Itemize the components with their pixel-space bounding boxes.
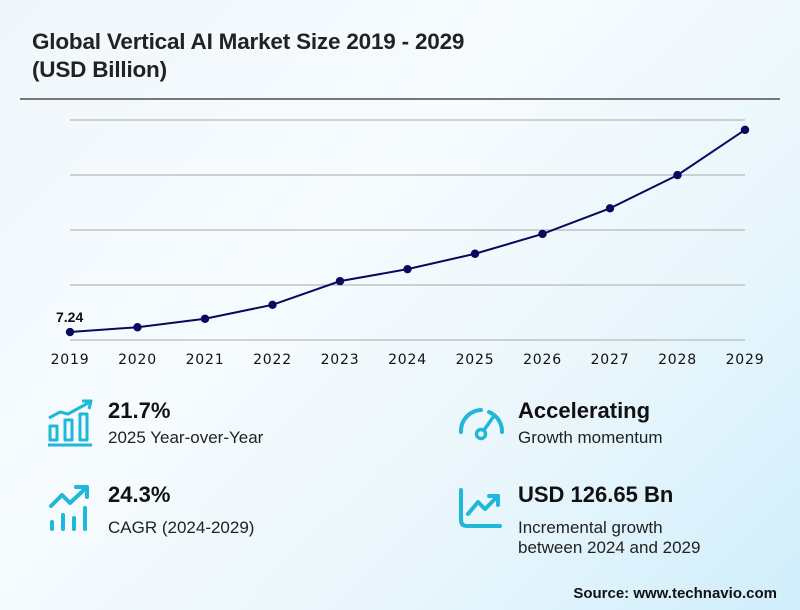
data-point [268, 300, 277, 309]
chart-title: Global Vertical AI Market Size 2019 - 20… [32, 28, 464, 84]
gridlines [70, 119, 745, 341]
x-tick-label: 2020 [118, 352, 157, 368]
line-chart-up-icon [459, 488, 502, 528]
bar-chart-growth-icon [48, 399, 93, 447]
stat-value: 24.3% [108, 482, 171, 507]
data-point [673, 170, 682, 180]
data-point [538, 229, 547, 239]
x-tick-label: 2021 [186, 352, 225, 368]
line-chart: 7.24 2019 2020 2021 2022 2023 2024 2025 2026 202… [51, 119, 765, 368]
data-labels: 7.24 [56, 309, 83, 325]
data-point [65, 327, 75, 337]
stat-description: Incremental growth between 2024 and 2029 [518, 518, 700, 558]
stat-value: Accelerating [518, 398, 651, 423]
data-point [470, 249, 480, 258]
data-point [605, 204, 615, 213]
x-tick-label: 2026 [523, 352, 562, 368]
data-point [335, 276, 345, 286]
stat-yoy: 21.7% 2025 Year-over-Year [46, 398, 263, 448]
data-point [200, 314, 210, 323]
title-line-1: Global Vertical AI Market Size 2019 - 20… [32, 29, 465, 54]
x-tick-label: 2025 [456, 352, 495, 368]
x-axis-ticks: 2019 2020 2021 2022 2023 2024 2025 2026 2027 2028… [51, 352, 765, 368]
series-line-path [69, 129, 746, 334]
x-tick-label: 2022 [253, 352, 292, 368]
data-point [740, 125, 750, 135]
speedometer-icon [458, 408, 504, 441]
data-label: 7.24 [56, 309, 83, 325]
data-points [65, 125, 750, 337]
stat-description-line-1: Incremental growth [518, 518, 663, 537]
source-credit: Source: www.technavio.com [573, 585, 777, 602]
data-point [133, 323, 142, 332]
stat-description: 2025 Year-over-Year [108, 428, 264, 447]
series-line [69, 129, 746, 334]
data-point [403, 264, 412, 274]
title-divider [20, 98, 780, 100]
x-tick-label: 2019 [51, 352, 90, 368]
x-tick-label: 2028 [658, 352, 697, 368]
x-tick-label: 2029 [726, 352, 765, 368]
x-tick-label: 2023 [321, 352, 360, 368]
trend-up-bars-icon [49, 485, 89, 531]
stat-value: USD 126.65 Bn [518, 482, 674, 507]
stat-description: CAGR (2024-2029) [108, 518, 255, 537]
x-tick-label: 2027 [591, 352, 630, 368]
stat-momentum: Accelerating Growth momentum [456, 398, 663, 448]
x-tick-label: 2024 [388, 352, 427, 368]
stat-incremental-growth: USD 126.65 Bn Incremental growth between… [456, 482, 700, 558]
stat-cagr: 24.3% CAGR (2024-2029) [46, 482, 254, 538]
stat-description: Growth momentum [518, 428, 663, 447]
stat-value: 21.7% [108, 398, 171, 423]
title-line-2: (USD Billion) [32, 57, 167, 82]
stat-description-line-2: between 2024 and 2029 [518, 538, 701, 557]
